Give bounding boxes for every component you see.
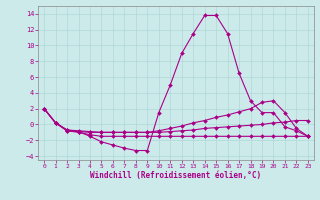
X-axis label: Windchill (Refroidissement éolien,°C): Windchill (Refroidissement éolien,°C) — [91, 171, 261, 180]
